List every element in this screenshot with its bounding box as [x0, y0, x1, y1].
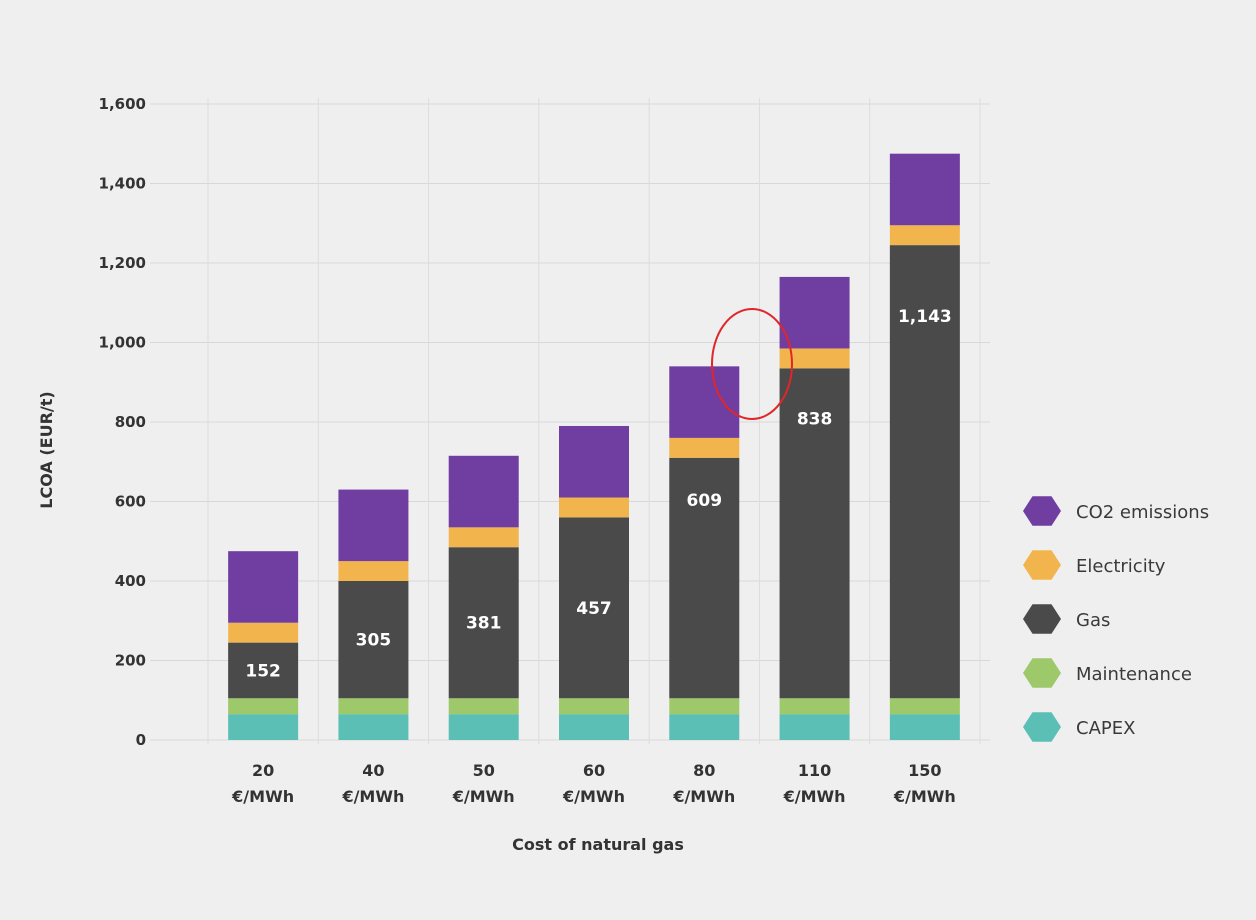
data-label: 1,143	[898, 307, 952, 327]
x-tick-unit: €/MWh	[452, 787, 515, 806]
legend-item: CAPEX	[1023, 712, 1135, 742]
data-labels: 152 305 381 457 609 838 1,143	[245, 307, 951, 681]
bar-segment-co2-emissions	[779, 276, 850, 349]
x-tick-unit: €/MWh	[893, 787, 956, 806]
bar-segment-maintenance	[779, 698, 850, 715]
x-axis-title: Cost of natural gas	[512, 835, 684, 854]
legend-item: CO2 emissions	[1023, 496, 1209, 526]
legend: CO2 emissions Electricity Gas Maintenance CA…	[1023, 496, 1209, 742]
x-tick-unit: €/MWh	[783, 787, 846, 806]
bar-segment-gas	[779, 368, 850, 699]
bar-segment-gas	[228, 642, 299, 699]
data-label: 152	[245, 661, 281, 681]
legend-swatch-hexagon-icon	[1023, 496, 1061, 526]
bar-segment-co2-emissions	[448, 455, 519, 528]
data-label: 457	[576, 599, 612, 619]
x-axis-ticks: 20 €/MWh 40 €/MWh 50 €/MWh 60 €/MWh 80 €/MWh 110 €/…	[231, 761, 956, 806]
legend-item: Electricity	[1023, 550, 1166, 580]
bar-segment-capex	[338, 714, 409, 740]
bar-segment-gas	[669, 457, 740, 699]
x-tick-label: 50	[473, 761, 495, 780]
bar-segment-maintenance	[448, 698, 519, 715]
x-tick-label: 110	[798, 761, 831, 780]
legend-swatch-hexagon-icon	[1023, 658, 1061, 688]
data-label: 838	[797, 409, 833, 429]
bar-segment-gas	[448, 547, 519, 699]
x-tick-label: 150	[908, 761, 941, 780]
annotation-circle	[711, 308, 793, 420]
bar-segment-capex	[228, 714, 299, 740]
bar-segment-electricity	[448, 527, 519, 548]
legend-item: Maintenance	[1023, 658, 1192, 688]
bar-segment-gas	[338, 581, 409, 699]
bar-segment-co2-emissions	[889, 153, 960, 226]
grid	[150, 98, 990, 744]
x-tick-label: 40	[362, 761, 384, 780]
bar-segment-gas	[559, 517, 629, 699]
legend-swatch-hexagon-icon	[1023, 604, 1061, 634]
bar-segment-capex	[669, 714, 740, 740]
legend-label: Electricity	[1076, 556, 1166, 577]
y-tick-label: 600	[115, 493, 146, 511]
legend-label: CAPEX	[1076, 718, 1135, 739]
legend-label: Gas	[1076, 610, 1110, 631]
bar-segment-maintenance	[338, 698, 409, 715]
data-label: 609	[687, 491, 723, 511]
bar-segment-electricity	[228, 622, 299, 643]
bar-segment-gas	[889, 245, 960, 699]
y-tick-label: 1,400	[99, 175, 146, 193]
bar-segment-electricity	[338, 561, 409, 581]
bar-segment-capex	[779, 714, 850, 740]
legend-swatch-hexagon-icon	[1023, 550, 1061, 580]
bar-segment-co2-emissions	[338, 489, 409, 562]
x-tick-unit: €/MWh	[231, 787, 294, 806]
y-tick-label: 1,000	[99, 334, 146, 352]
data-label: 305	[356, 631, 392, 651]
x-tick-unit: €/MWh	[341, 787, 404, 806]
bar-segment-capex	[448, 714, 519, 740]
x-tick-label: 60	[583, 761, 605, 780]
bar-segment-maintenance	[228, 698, 299, 715]
bars	[228, 153, 960, 740]
legend-label: Maintenance	[1076, 664, 1192, 685]
y-tick-label: 1,600	[99, 95, 146, 113]
legend-item: Gas	[1023, 604, 1110, 634]
y-tick-label: 200	[115, 652, 146, 670]
x-tick-label: 80	[693, 761, 715, 780]
bar-segment-capex	[889, 714, 960, 740]
bar-segment-electricity	[559, 497, 629, 518]
bar-segment-co2-emissions	[228, 551, 299, 623]
legend-swatch-hexagon-icon	[1023, 712, 1061, 742]
bar-segment-electricity	[669, 437, 740, 458]
y-tick-label: 1,200	[99, 254, 146, 272]
bar-segment-electricity	[889, 225, 960, 246]
bar-segment-maintenance	[669, 698, 740, 715]
y-tick-label: 800	[115, 413, 146, 431]
data-label: 381	[466, 614, 502, 634]
y-tick-label: 0	[136, 731, 146, 749]
x-tick-unit: €/MWh	[672, 787, 735, 806]
y-axis-title: LCOA (EUR/t)	[37, 391, 56, 508]
bar-segment-electricity	[779, 348, 850, 369]
y-tick-label: 400	[115, 572, 146, 590]
y-axis-ticks: 0 200 400 600 800 1,000 1,200 1,400 1,600	[99, 95, 146, 749]
bar-segment-capex	[559, 714, 629, 740]
bar-segment-co2-emissions	[559, 425, 629, 498]
bar-segment-co2-emissions	[669, 366, 740, 438]
legend-label: CO2 emissions	[1076, 502, 1209, 523]
bar-segment-maintenance	[559, 698, 629, 715]
x-tick-label: 20	[252, 761, 274, 780]
bar-segment-maintenance	[889, 698, 960, 715]
x-tick-unit: €/MWh	[562, 787, 625, 806]
